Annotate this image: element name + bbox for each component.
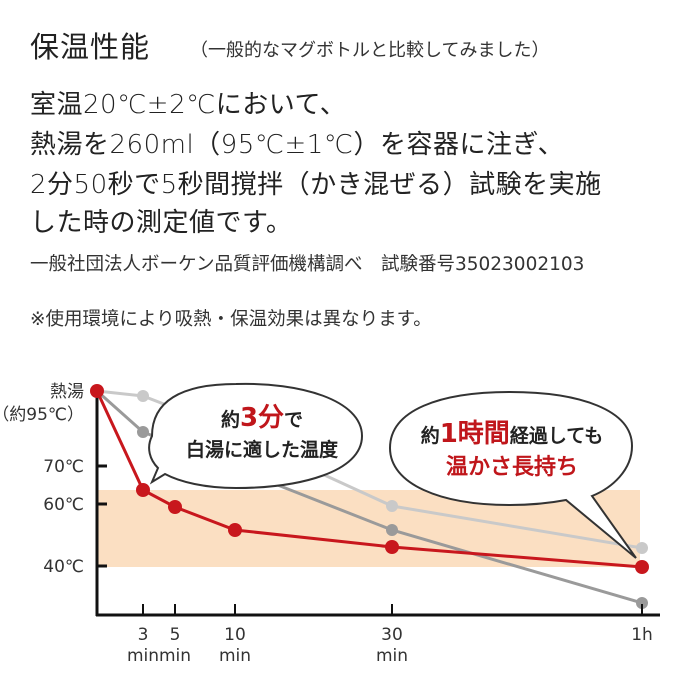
x-label-30: 30 [381, 625, 403, 645]
svg-text:白湯に適した温度: 白湯に適した温度 [186, 438, 339, 461]
y-label-95: （約95℃） [0, 405, 84, 425]
description-line-3: 2分50秒で5秒間撹拌（かき混ぜる）試験を実施 [30, 170, 602, 200]
x-label-1h: 1h [631, 625, 653, 645]
description-line-4: した時の測定値です。 [30, 208, 293, 238]
page-subtitle: （一般的なマグボトルと比較してみました） [190, 40, 550, 61]
speech-bubble-1hour: 約1時間経過しても 温かさ長持ち [388, 390, 637, 559]
x-label-30-unit: min [376, 646, 408, 666]
y-label-40: 40℃ [43, 557, 84, 577]
description-line-2: 熱湯を260ml（95℃±1℃）を容器に注ぎ、 [30, 130, 565, 160]
svg-text:約3分で: 約3分で [221, 403, 303, 433]
x-label-5-unit: min [159, 646, 191, 666]
test-source: 一般社団法人ボーケン品質評価機構調べ 試験番号35023002103 [30, 254, 585, 275]
x-label-3: 3 [138, 625, 149, 645]
y-label-60: 60℃ [43, 495, 84, 515]
series-product-red [90, 384, 649, 574]
speech-bubble-3min: 約3分で 白湯に適した温度 [148, 382, 364, 490]
y-label-hot-water: 熱湯 [50, 382, 84, 402]
y-label-70: 70℃ [43, 457, 84, 477]
svg-text:約1時間経過しても: 約1時間経過しても [421, 419, 604, 449]
x-label-3-unit: min [127, 646, 159, 666]
x-label-10-unit: min [219, 646, 251, 666]
usage-note: ※使用環境により吸熱・保温効果は異なります。 [30, 309, 432, 330]
description-line-1: 室温20℃±2℃において、 [30, 90, 347, 120]
page-title: 保温性能 [30, 30, 151, 64]
x-label-5: 5 [170, 625, 181, 645]
x-label-10: 10 [224, 625, 246, 645]
svg-text:温かさ長持ち: 温かさ長持ち [446, 455, 578, 480]
